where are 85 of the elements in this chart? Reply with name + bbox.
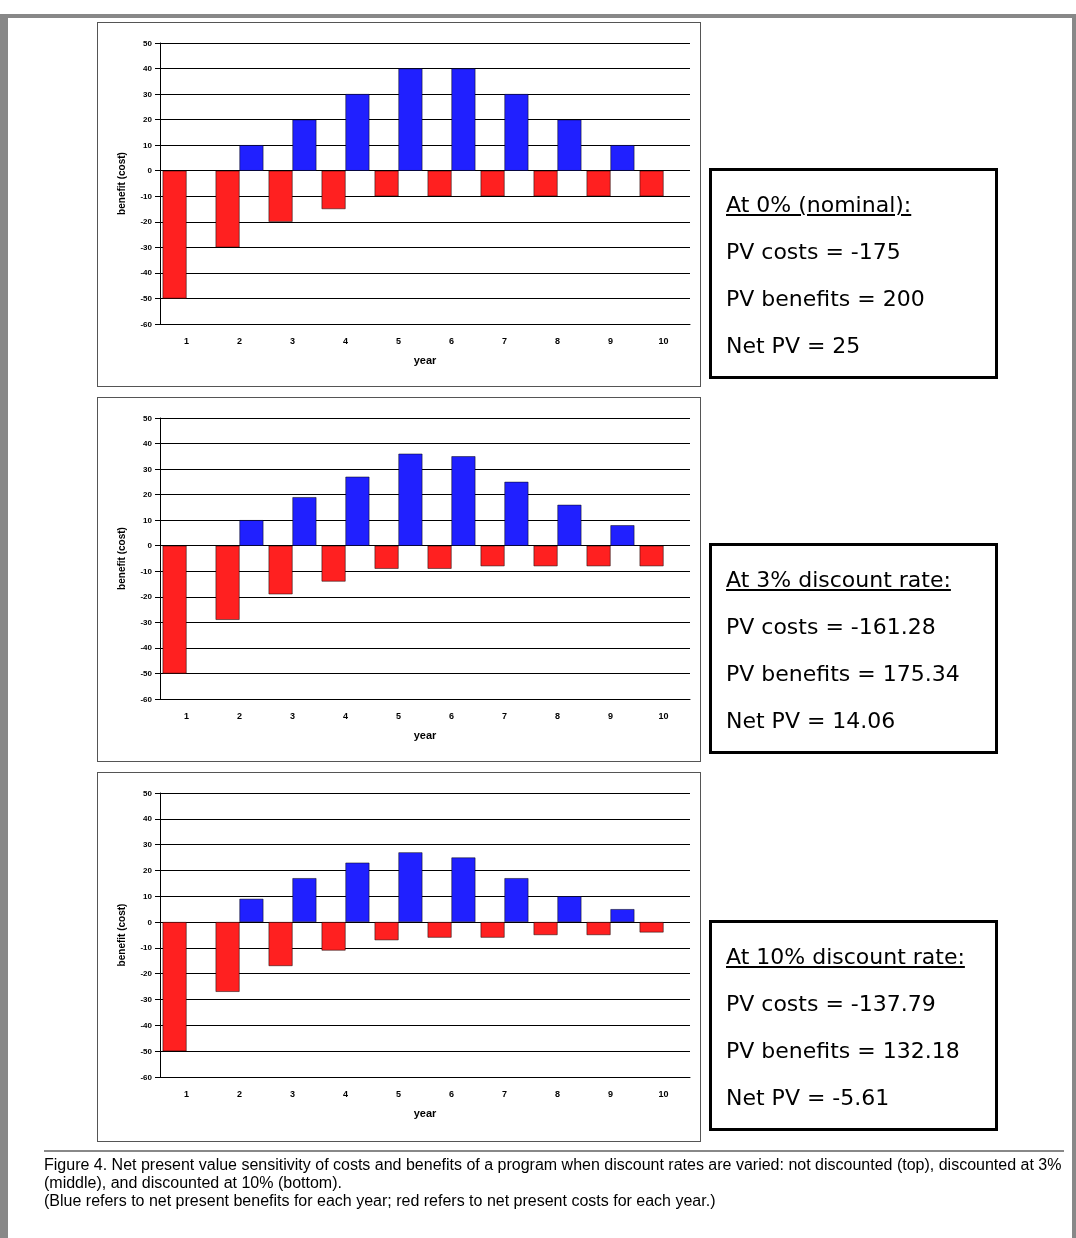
y-tick-label: -50	[140, 293, 153, 303]
text: Net PV = 14.06	[726, 707, 897, 735]
y-tick-label: -30	[140, 617, 153, 627]
y-tick-label: -60	[140, 319, 153, 329]
y-tick-label: 20	[143, 115, 153, 125]
text: PV costs = -175	[726, 238, 902, 266]
y-tick-label: -30	[140, 242, 153, 252]
y-tick-label: -50	[140, 668, 153, 678]
x-tick-label: 7	[501, 1088, 508, 1099]
y-tick-label: 30	[143, 89, 153, 99]
y-tick-label: -20	[140, 217, 153, 227]
y-tick-label: 0	[147, 917, 153, 927]
x-tick-label: 1	[183, 1088, 190, 1099]
x-tick-label: 2	[236, 1088, 243, 1099]
y-axis-title: benefit (cost)	[115, 152, 127, 215]
y-tick-label: -60	[140, 1072, 153, 1082]
y-tick-label: -50	[140, 1046, 153, 1056]
y-tick-label: 30	[143, 840, 153, 850]
x-axis-title: year	[413, 1106, 438, 1119]
text: At 10% discount rate:	[726, 943, 966, 971]
y-tick-label: 30	[143, 464, 153, 474]
x-tick-label: 8	[554, 1088, 561, 1099]
text: PV benefits = 200	[726, 285, 926, 313]
y-tick-label: 50	[143, 413, 153, 423]
x-tick-label: 6	[448, 335, 455, 346]
x-tick-label: 7	[501, 710, 508, 721]
text: PV benefits = 132.18	[726, 1037, 961, 1065]
text: At 0% (nominal):	[726, 191, 913, 219]
y-tick-label: -40	[140, 268, 153, 278]
x-tick-label: 3	[289, 1088, 296, 1099]
text: PV costs = -161.28	[726, 613, 937, 641]
x-tick-label: 3	[289, 710, 296, 721]
y-tick-label: 50	[143, 788, 153, 798]
x-tick-label: 10	[658, 710, 669, 721]
y-tick-label: -20	[140, 969, 153, 979]
x-tick-label: 6	[448, 1088, 455, 1099]
x-axis-title: year	[413, 728, 438, 741]
x-tick-label: 4	[342, 1088, 349, 1099]
x-tick-label: 9	[607, 710, 614, 721]
text: PV benefits = 175.34	[726, 660, 961, 688]
y-tick-label: -40	[140, 1020, 153, 1030]
y-tick-label: -40	[140, 643, 153, 653]
x-tick-label: 7	[501, 335, 508, 346]
x-tick-label: 10	[658, 1088, 669, 1099]
x-tick-label: 4	[342, 710, 349, 721]
x-tick-label: 9	[607, 335, 614, 346]
x-tick-label: 5	[395, 335, 402, 346]
y-tick-label: 40	[143, 439, 153, 449]
y-tick-label: -20	[140, 592, 153, 602]
x-tick-label: 3	[289, 335, 296, 346]
y-tick-label: 0	[147, 541, 153, 551]
y-tick-label: 0	[147, 166, 153, 176]
x-tick-label: 5	[395, 710, 402, 721]
x-tick-label: 6	[448, 710, 455, 721]
x-tick-label: 2	[236, 335, 243, 346]
text: PV costs = -137.79	[726, 990, 937, 1018]
y-tick-label: -10	[140, 943, 153, 953]
x-tick-label: 9	[607, 1088, 614, 1099]
y-tick-label: 10	[143, 140, 153, 150]
text: Net PV = 25	[726, 332, 862, 360]
text: At 3% discount rate:	[726, 566, 952, 594]
text: Net PV = -5.61	[726, 1084, 891, 1112]
x-tick-label: 4	[342, 335, 349, 346]
y-tick-label: 10	[143, 891, 153, 901]
y-tick-label: -10	[140, 566, 153, 576]
y-tick-label: -60	[140, 694, 153, 704]
x-tick-label: 1	[183, 710, 190, 721]
caption: Figure 4. Net present value sensitivity of costs and benefits of a program when discount rates are varied: not discounted (top), discounted at 3% (middle), and discounted at 10% (bottom). (Blue refers to net present benefits for each year; red refers to net present costs for each year.)	[44, 1150, 1064, 1210]
y-tick-label: 40	[143, 814, 153, 824]
x-tick-label: 1	[183, 335, 190, 346]
x-tick-label: 10	[658, 335, 669, 346]
y-axis-title: benefit (cost)	[115, 903, 127, 967]
y-tick-label: 20	[143, 865, 153, 875]
y-tick-label: 10	[143, 515, 153, 525]
x-tick-label: 8	[554, 335, 561, 346]
y-tick-label: -10	[140, 191, 153, 201]
x-tick-label: 8	[554, 710, 561, 721]
y-tick-label: 40	[143, 64, 153, 74]
y-tick-label: -30	[140, 995, 153, 1005]
x-axis-title: year	[413, 353, 438, 366]
x-tick-label: 2	[236, 710, 243, 721]
y-tick-label: 20	[143, 490, 153, 500]
x-tick-label: 5	[395, 1088, 402, 1099]
y-axis-title: benefit (cost)	[115, 527, 127, 590]
y-tick-label: 50	[143, 38, 153, 48]
